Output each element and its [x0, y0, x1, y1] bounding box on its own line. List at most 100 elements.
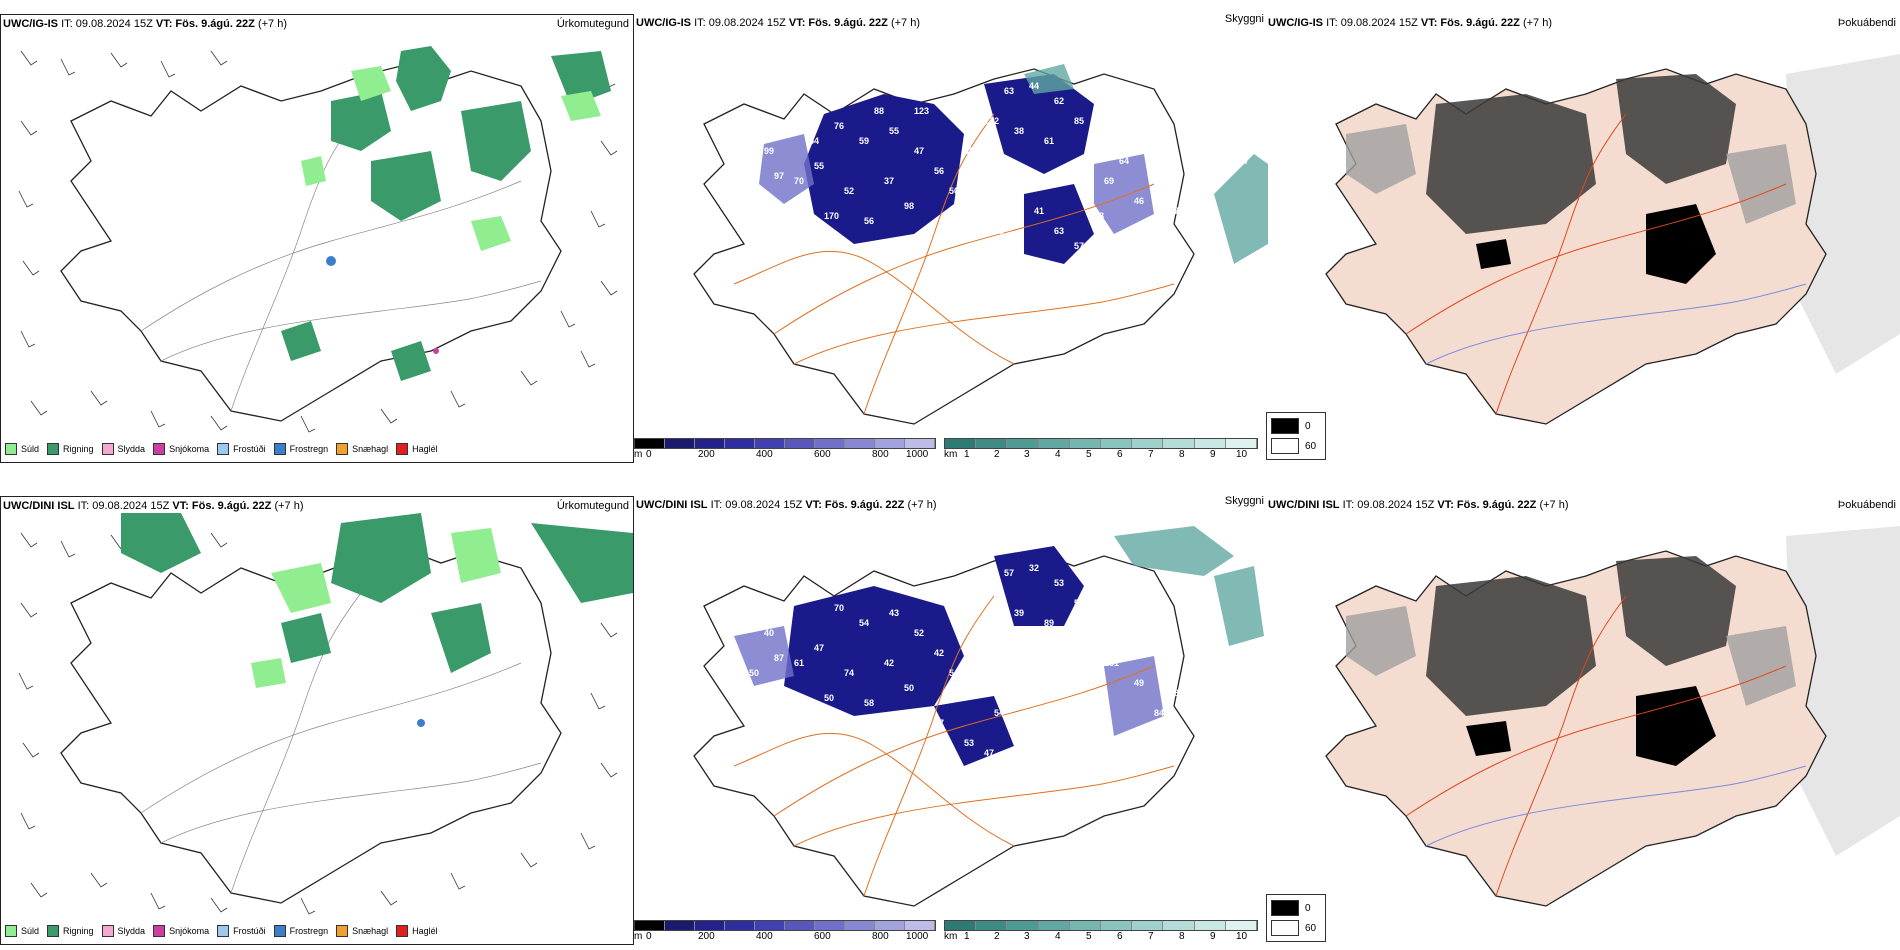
- lead-time: (+7 h): [257, 18, 287, 30]
- cloud-base-value: 50: [904, 683, 914, 693]
- model-name: UWC/DINI ISL: [636, 499, 708, 511]
- fog-grey: [1346, 124, 1796, 224]
- cloud-base-low: [804, 74, 1094, 264]
- cloud-base-value: 44: [1034, 688, 1044, 698]
- legend-label: Súld: [21, 926, 40, 936]
- cloud-base-value: 131: [1104, 658, 1119, 668]
- fog-legend-row: 60: [1271, 920, 1316, 936]
- legend-item: Frostúði: [217, 443, 266, 455]
- valid-time: VT: Fös. 9.ágú. 22Z: [1420, 17, 1520, 29]
- colorbar-tick: 7: [1148, 931, 1154, 942]
- colorbar-tick: 10: [1236, 931, 1248, 942]
- legend-label: Snæhagl: [352, 444, 389, 454]
- rivers: [1425, 765, 1807, 847]
- colorbar-strip: [634, 438, 936, 449]
- sea-shading: [1786, 526, 1900, 856]
- precip-drizzle: [301, 66, 601, 251]
- cloud-base-value: 55: [814, 161, 824, 171]
- colorbar-tick: 4: [1055, 931, 1061, 942]
- cloud-base-value: 53: [1054, 578, 1064, 588]
- fog-legend-swatch: [1271, 418, 1299, 434]
- init-time: IT: 09.08.2024 15Z: [1326, 17, 1418, 29]
- cloud-base-value: 42: [934, 648, 944, 658]
- colorbar-tick: 600: [814, 931, 831, 942]
- cloud-base-value: 86: [964, 256, 974, 266]
- precip-rain: [281, 46, 611, 381]
- lead-time: (+7 h): [1522, 17, 1552, 29]
- cloud-base-value: 50: [949, 186, 959, 196]
- wind-barbs: [18, 50, 618, 433]
- legend-label: Haglél: [412, 444, 438, 454]
- roads: [1405, 595, 1787, 897]
- precip-legend: Súld Rigning Slydda Snjókoma Frostúði Fr…: [5, 441, 438, 457]
- legend-swatch: [273, 443, 286, 455]
- fog-black: [1476, 204, 1716, 284]
- cloud-base-value: 66: [1194, 628, 1204, 638]
- legend-label: Slydda: [117, 444, 146, 454]
- legend-label: Rigning: [63, 444, 94, 454]
- colorbar-tick: 4: [1055, 449, 1061, 460]
- cloud-base-value: 53: [964, 738, 974, 748]
- fog-panel-row1: UWC/IG-IS IT: 09.08.2024 15Z VT: Fös. 9.…: [1266, 14, 1900, 463]
- fog-grey: [1346, 606, 1796, 706]
- legend-item: Snjókoma: [153, 443, 209, 455]
- roads: [140, 110, 542, 412]
- legend-swatch: [5, 925, 17, 937]
- cloud-base-value: 115: [1114, 738, 1129, 748]
- cloud-base-value: 97: [1084, 758, 1094, 768]
- cloud-base-value: 71: [1174, 206, 1184, 216]
- fog-legend-label: 60: [1305, 922, 1317, 934]
- init-time: IT: 09.08.2024 15Z: [77, 500, 170, 512]
- legend-item: Snæhagl: [336, 925, 388, 937]
- cloud-base-value: 47: [749, 186, 759, 196]
- precip-map: [18, 513, 633, 915]
- cloud-base-value: 47: [934, 718, 944, 728]
- fog-legend-row: 0: [1271, 900, 1311, 916]
- cloud-base-value: 115: [1154, 226, 1169, 236]
- cloud-base-value: 54: [809, 136, 819, 146]
- cloud-base-value: 88: [874, 106, 884, 116]
- valid-time: VT: Fös. 9.ágú. 22Z: [788, 17, 888, 29]
- cloud-base-value: 70: [834, 603, 844, 613]
- fog-dark: [1426, 556, 1736, 716]
- cloud-base-value: 47: [984, 748, 994, 758]
- cloud-base-value: 46: [1134, 196, 1144, 206]
- colorbar-tick: 8: [1179, 449, 1185, 460]
- model-name: UWC/DINI ISL: [1268, 499, 1340, 511]
- cloud-base-value: 47: [914, 146, 924, 156]
- colorbar-tick: 800: [872, 449, 889, 460]
- cloud-base-value: 89: [1054, 296, 1064, 306]
- fog-legend-label: 60: [1305, 440, 1317, 452]
- cloud-base-value: 57: [1004, 568, 1014, 578]
- legend-swatch: [153, 925, 166, 937]
- cloud-base-value: 99: [764, 146, 774, 156]
- colorbar-tick: 0: [646, 449, 652, 460]
- panel-title: Þokuábendi: [1837, 499, 1896, 511]
- cloud-base-value: 57: [1074, 241, 1084, 251]
- sea-shading: [1786, 54, 1900, 374]
- legend-swatch: [217, 443, 230, 455]
- fog-legend-swatch: [1271, 900, 1299, 916]
- fog-map: [1325, 54, 1900, 425]
- legend-swatch: [101, 925, 114, 937]
- cloud-base-value: 96: [1024, 808, 1034, 818]
- cloud-base-value: 53: [1114, 256, 1124, 266]
- cloud-base-value: 170: [824, 211, 839, 221]
- model-name: UWC/IG-IS: [1268, 17, 1323, 29]
- legend-swatch: [396, 443, 409, 455]
- fog-black: [1466, 686, 1716, 766]
- legend-swatch: [396, 925, 409, 937]
- cloud-base-values: 70 54 43 52 42 54 42 74 47 50 57 32 53 51 89 39 44 48 97 13…: [749, 563, 1204, 818]
- legend-swatch: [47, 925, 60, 937]
- valid-time: VT: Fös. 9.ágú. 22Z: [805, 499, 905, 511]
- fog-panel-row2: UWC/DINI ISL IT: 09.08.2024 15Z VT: Fös.…: [1266, 496, 1900, 945]
- colorbar-tick: 7: [1148, 449, 1154, 460]
- model-name: UWC/DINI ISL: [3, 500, 75, 512]
- colorbar-unit: m: [634, 449, 643, 460]
- valid-time: VT: Fös. 9.ágú. 22Z: [172, 500, 272, 512]
- legend-swatch: [336, 443, 349, 455]
- colorbar-tick: 200: [698, 449, 715, 460]
- panel-header: UWC/IG-IS IT: 09.08.2024 15Z VT: Fös. 9.…: [1266, 14, 1900, 32]
- legend-item: Súld: [5, 443, 39, 455]
- cloud-base-value: 32: [1029, 563, 1039, 573]
